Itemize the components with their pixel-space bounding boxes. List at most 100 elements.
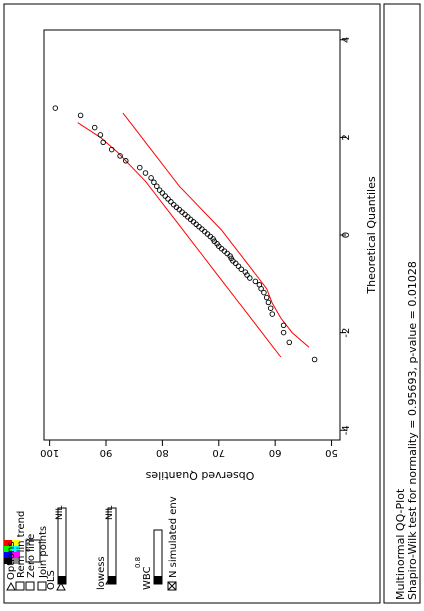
data-point <box>267 305 274 311</box>
options-triangle-icon <box>6 581 16 591</box>
y-tick-label: 60 <box>269 447 282 458</box>
plot-frame <box>43 29 341 441</box>
status-test-result: Shapiro-Wilk test for normality = 0.9569… <box>406 261 419 600</box>
status-test-group: Shapiro-Wilk test for normality = 0.9569… <box>406 261 419 600</box>
data-point <box>242 269 249 275</box>
wbc-slider-group[interactable]: WBC 0.8 <box>134 529 163 590</box>
envelope-upper-line <box>77 122 282 358</box>
rem-lin-trend-row[interactable]: Rem lin trend <box>15 511 27 591</box>
data-point <box>280 329 287 336</box>
plot-panel-border <box>3 3 381 604</box>
control-panel: o·+x Options Rem lin trend Zero line Joi… <box>4 496 179 591</box>
data-point <box>52 105 59 111</box>
x-tick-label: -4 <box>341 425 352 435</box>
data-point <box>247 275 253 281</box>
data-point <box>252 278 259 285</box>
status-panel <box>383 3 421 604</box>
y-axis: 50 60 70 80 90 100 <box>40 440 338 458</box>
data-point <box>269 311 276 317</box>
x-axis-label-group: Theoretical Quantiles <box>365 176 378 294</box>
y-tick-label: 50 <box>325 447 338 458</box>
data-point <box>91 124 98 131</box>
color-swatch[interactable] <box>12 552 20 558</box>
lowess-value: NIL <box>105 506 115 520</box>
data-point <box>100 139 106 146</box>
color-palette[interactable] <box>4 540 20 564</box>
join-points-checkbox[interactable] <box>37 581 47 591</box>
zero-line-label: Zero line <box>26 534 37 578</box>
color-swatch[interactable] <box>4 546 12 552</box>
color-swatch[interactable] <box>4 540 12 546</box>
y-tick-label: 70 <box>212 447 225 458</box>
n-sim-env-check-icon <box>167 581 177 591</box>
data-point <box>165 196 171 202</box>
lowess-slider-handle[interactable] <box>108 576 116 584</box>
data-point <box>238 266 245 272</box>
ols-slider-group[interactable]: OLS NIL <box>46 506 67 591</box>
wbc-label: WBC <box>142 566 153 590</box>
y-tick-label: 90 <box>100 447 113 458</box>
rem-lin-trend-checkbox[interactable] <box>15 581 25 591</box>
zero-line-checkbox[interactable] <box>25 581 35 591</box>
data-point <box>261 289 267 296</box>
symbol-picker[interactable] <box>25 539 41 563</box>
lowess-label: lowess <box>96 556 107 590</box>
symbol-picker-icon: o·+x <box>25 537 32 552</box>
join-points-row[interactable]: Join points <box>37 526 49 591</box>
data-point <box>168 199 174 205</box>
options-row[interactable]: Options <box>6 541 17 591</box>
data-point <box>286 339 293 346</box>
data-point <box>280 322 287 329</box>
x-axis: -4 -2 0 2 4 <box>340 37 352 435</box>
data-point <box>137 164 143 171</box>
data-point <box>142 170 149 176</box>
data-point <box>97 132 104 138</box>
color-swatch[interactable] <box>12 558 20 564</box>
n-sim-env-row[interactable]: N simulated env <box>167 496 179 591</box>
x-axis-label: Theoretical Quantiles <box>365 176 378 294</box>
data-point <box>162 193 168 199</box>
zero-line-row[interactable]: Zero line <box>25 534 37 591</box>
data-point <box>311 356 318 363</box>
data-point <box>148 175 154 181</box>
data-point <box>170 201 177 208</box>
y-tick-label: 80 <box>156 447 169 458</box>
status-text-group: Multinormal QQ-Plot <box>394 488 407 600</box>
options-label: Options <box>6 541 17 580</box>
data-point <box>123 158 129 164</box>
data-point <box>244 272 250 278</box>
y-tick-label: 100 <box>40 447 59 458</box>
color-swatch[interactable] <box>4 552 12 558</box>
data-point <box>265 299 272 306</box>
data-point <box>77 112 84 119</box>
ols-label: OLS <box>46 570 57 590</box>
x-tick-label: -2 <box>341 328 352 338</box>
data-points <box>52 105 318 363</box>
status-title: Multinormal QQ-Plot <box>394 488 407 600</box>
data-point <box>108 146 115 153</box>
wbc-slider-track[interactable] <box>153 529 163 585</box>
simulated-envelopes <box>77 112 310 358</box>
data-point <box>154 183 160 189</box>
data-point <box>156 187 163 193</box>
data-point <box>151 179 157 186</box>
color-swatch[interactable] <box>4 558 12 564</box>
data-point <box>263 294 270 301</box>
lowess-slider-group[interactable]: lowess NIL <box>96 506 117 590</box>
n-sim-env-label: N simulated env <box>168 496 179 578</box>
data-point <box>235 263 242 269</box>
wbc-slider-handle[interactable] <box>154 576 162 584</box>
x-tick-label: 4 <box>341 37 352 43</box>
ols-slider-handle[interactable] <box>58 576 66 584</box>
data-point <box>159 190 166 196</box>
join-points-label: Join points <box>38 526 49 579</box>
wbc-exponent: 0.8 <box>134 557 142 568</box>
envelope-lower-line <box>122 112 310 348</box>
color-swatch[interactable] <box>12 540 20 546</box>
y-axis-label-group: Observed Quantiles <box>145 469 254 482</box>
ols-value: NIL <box>55 506 65 520</box>
color-swatch[interactable] <box>12 546 20 552</box>
ols-triangle-icon <box>56 581 66 591</box>
